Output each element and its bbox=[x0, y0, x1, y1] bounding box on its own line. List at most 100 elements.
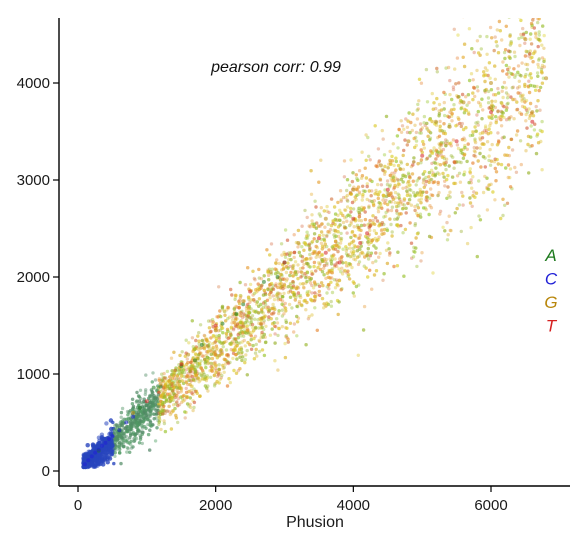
scatter-point-cloud bbox=[229, 342, 233, 347]
scatter-point-cloud bbox=[209, 361, 214, 366]
scatter-point-cloud bbox=[397, 196, 401, 200]
scatter-point-cloud bbox=[324, 276, 328, 280]
scatter-point-cloud bbox=[481, 142, 485, 146]
scatter-point-cloud bbox=[525, 126, 529, 130]
scatter-point-cloud bbox=[254, 288, 258, 292]
scatter-point-cloud bbox=[446, 233, 450, 237]
scatter-point-cloud bbox=[351, 291, 355, 295]
scatter-point-cloud bbox=[413, 204, 417, 209]
scatter-point-cloud bbox=[259, 284, 264, 288]
scatter-point-cloud bbox=[472, 153, 476, 158]
scatter-point-cloud bbox=[119, 423, 123, 427]
scatter-point-cloud bbox=[157, 414, 161, 418]
scatter-point-cloud bbox=[357, 218, 361, 222]
scatter-point-cloud bbox=[199, 366, 203, 370]
scatter-point-cloud bbox=[362, 304, 367, 309]
scatter-point-cloud bbox=[421, 178, 426, 182]
scatter-point-cloud bbox=[536, 99, 540, 103]
scatter-point-cloud bbox=[221, 345, 225, 349]
scatter-point-cloud bbox=[210, 347, 214, 351]
scatter-point-cloud bbox=[397, 182, 402, 187]
scatter-point-cloud bbox=[231, 328, 236, 332]
scatter-point-cloud bbox=[363, 189, 367, 193]
scatter-point-cloud bbox=[436, 171, 440, 175]
scatter-point-cloud bbox=[243, 360, 247, 365]
scatter-point-cloud bbox=[179, 372, 183, 376]
scatter-point-cloud bbox=[160, 378, 165, 382]
scatter-point-cloud bbox=[267, 308, 272, 313]
scatter-point-cloud bbox=[437, 109, 441, 113]
scatter-point-cloud bbox=[334, 278, 339, 282]
scatter-point-cloud bbox=[228, 331, 233, 335]
scatter-point-cloud bbox=[525, 62, 530, 67]
scatter-point-cloud bbox=[312, 237, 316, 241]
scatter-point-cloud bbox=[529, 8, 532, 11]
scatter-point-cloud bbox=[439, 108, 444, 112]
scatter-point-cloud bbox=[284, 326, 288, 330]
scatter-point-cloud bbox=[357, 283, 361, 287]
scatter-point-cloud bbox=[329, 223, 334, 228]
scatter-point-cloud bbox=[115, 433, 119, 438]
scatter-point-cloud bbox=[404, 185, 408, 190]
scatter-point-cloud bbox=[229, 333, 233, 337]
scatter-point-cloud bbox=[463, 138, 467, 142]
scatter-point-cloud bbox=[305, 290, 310, 294]
scatter-point-cloud bbox=[535, 109, 539, 113]
scatter-point-cloud bbox=[478, 34, 482, 39]
scatter-point-cloud bbox=[421, 142, 426, 146]
scatter-point-cloud bbox=[150, 380, 154, 384]
scatter-point-cloud bbox=[144, 404, 149, 408]
scatter-point-cloud bbox=[394, 168, 398, 172]
scatter-point-cloud bbox=[473, 94, 477, 99]
scatter-point-cloud bbox=[252, 309, 256, 313]
scatter-point-cloud bbox=[348, 190, 353, 195]
scatter-point-cloud bbox=[537, 30, 541, 34]
scatter-point-cloud bbox=[225, 353, 229, 357]
scatter-point-cloud bbox=[433, 174, 437, 178]
scatter-point-cloud bbox=[508, 34, 512, 38]
scatter-point-cloud bbox=[389, 193, 393, 197]
scatter-point-cloud bbox=[318, 267, 323, 272]
scatter-point-cloud bbox=[408, 221, 412, 225]
scatter-point-cloud bbox=[161, 409, 166, 413]
scatter-point-cloud bbox=[147, 406, 151, 411]
scatter-point-cloud bbox=[148, 423, 152, 427]
scatter-point-cloud bbox=[292, 291, 296, 295]
scatter-point-cloud bbox=[368, 223, 373, 227]
scatter-point-cloud bbox=[135, 413, 139, 417]
scatter-point-cloud bbox=[293, 269, 298, 274]
scatter-point-cloud bbox=[220, 326, 225, 330]
scatter-point-cloud bbox=[174, 366, 178, 370]
scatter-point-cloud bbox=[295, 320, 300, 324]
scatter-point-cloud bbox=[268, 333, 273, 337]
scatter-point-cloud bbox=[364, 266, 368, 270]
scatter-point-cloud bbox=[413, 145, 417, 150]
scatter-point-cloud bbox=[337, 278, 342, 283]
scatter-point-cloud bbox=[150, 403, 154, 407]
scatter-point-cloud bbox=[444, 141, 448, 145]
scatter-point-cloud bbox=[133, 432, 138, 436]
scatter-point-cloud bbox=[454, 124, 458, 128]
scatter-point-cloud bbox=[368, 254, 372, 258]
scatter-point-cloud bbox=[524, 119, 528, 123]
scatter-point-cloud bbox=[396, 182, 401, 186]
scatter-point-cloud bbox=[329, 304, 334, 308]
scatter-point-cloud bbox=[196, 376, 201, 380]
scatter-point-cloud bbox=[237, 347, 242, 351]
scatter-point-cloud bbox=[148, 419, 152, 424]
scatter-point-cloud bbox=[152, 417, 156, 421]
scatter-point-cloud bbox=[536, 141, 541, 145]
scatter-point-cloud bbox=[343, 226, 347, 230]
scatter-point-cloud bbox=[259, 326, 263, 330]
scatter-point-cloud bbox=[304, 261, 309, 265]
scatter-point-cloud bbox=[496, 51, 501, 55]
scatter-point-cloud bbox=[241, 324, 245, 328]
scatter-point-cloud bbox=[391, 197, 396, 201]
scatter-point-cloud bbox=[191, 392, 195, 397]
scatter-point-cloud bbox=[295, 314, 299, 319]
scatter-point-cloud bbox=[262, 274, 266, 278]
scatter-point-cloud bbox=[214, 363, 218, 367]
scatter-point-cloud bbox=[225, 327, 230, 332]
scatter-point-cloud bbox=[383, 188, 387, 192]
scatter-point-cloud bbox=[282, 266, 286, 270]
